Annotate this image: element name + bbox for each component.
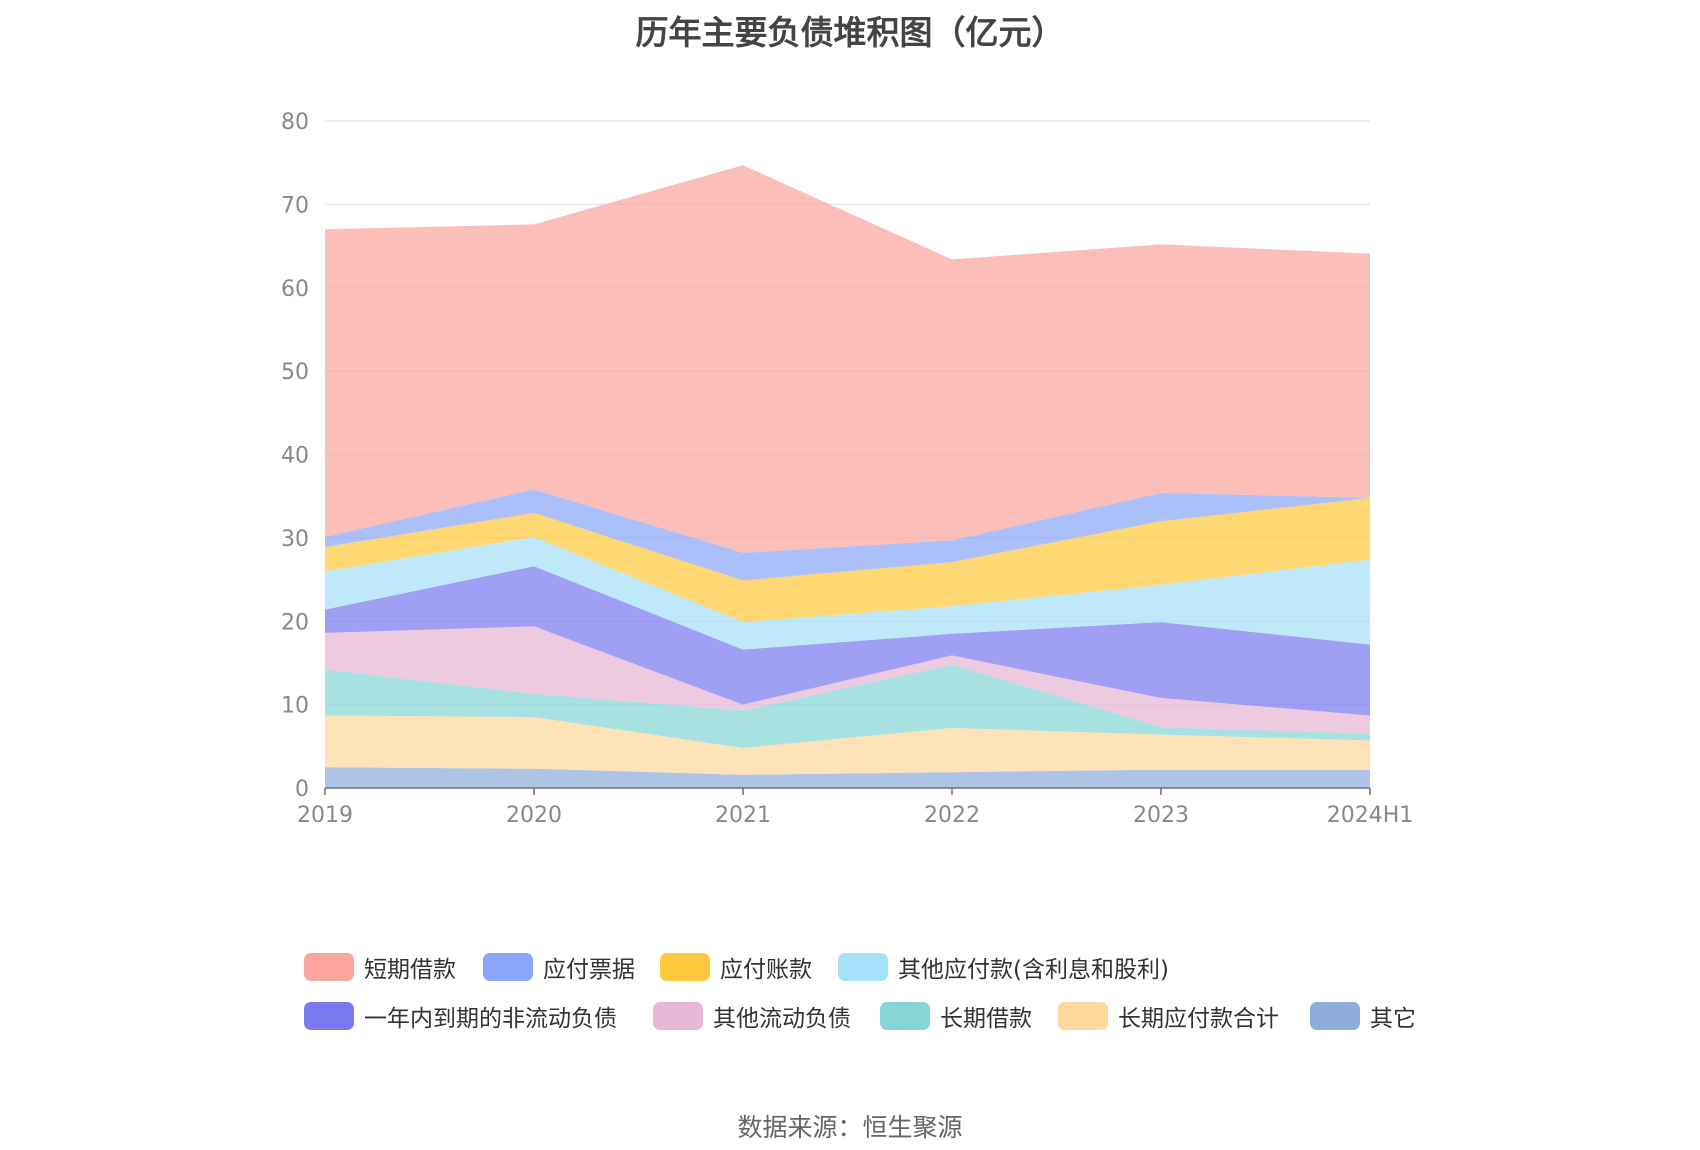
y-tick-label: 40: [281, 444, 309, 469]
legend-label: 其它: [1370, 1006, 1416, 1032]
y-tick-label: 10: [281, 694, 309, 719]
y-tick-label: 20: [281, 610, 309, 635]
stacked-area-chart: 0 10 20 30 40 50 60 70 80 2019 2020 2021 2022 2023 202…: [281, 110, 1413, 828]
area-series-其他流动负债: [325, 626, 1370, 734]
legend-item[interactable]: 应付账款: [660, 950, 812, 984]
area-series-一年内到期的非流动负债: [325, 566, 1370, 716]
y-tick-label: 80: [281, 110, 309, 135]
area-series-应付票据: [325, 489, 1370, 581]
legend-item[interactable]: 长期借款: [880, 999, 1032, 1033]
y-tick-label: 60: [281, 277, 309, 302]
x-tick-label: 2021: [715, 803, 771, 828]
legend-swatch: [483, 953, 533, 981]
legend-item[interactable]: 其他应付款(含利息和股利): [838, 950, 1169, 984]
y-tick-label: 30: [281, 527, 309, 552]
legend-label: 长期借款: [940, 1006, 1032, 1032]
x-tick-label: 2023: [1133, 803, 1189, 828]
y-tick-label: 70: [281, 193, 309, 218]
chart-title: 历年主要负债堆积图（亿元）: [635, 13, 1065, 52]
legend-swatch: [304, 1002, 354, 1030]
y-tick-label: 0: [295, 777, 309, 802]
x-tick-label: 2020: [506, 803, 562, 828]
legend-swatch: [653, 1002, 703, 1030]
legend-label: 应付票据: [543, 957, 635, 983]
source-note: 数据来源：恒生聚源: [737, 1113, 963, 1142]
area-series-应付账款: [325, 497, 1370, 623]
area-series-其他应付款(含利息和股利): [325, 537, 1370, 650]
axes: 0 10 20 30 40 50 60 70 80 2019 2020 2021 2022 2023 202…: [281, 110, 1413, 828]
legend-swatch: [1058, 1002, 1108, 1030]
x-tick-label: 2024H1: [1327, 803, 1414, 828]
legend-label: 短期借款: [364, 957, 456, 983]
legend-item[interactable]: 一年内到期的非流动负债: [304, 999, 617, 1033]
area-series-长期应付款合计: [325, 715, 1370, 775]
x-tick-label: 2022: [924, 803, 980, 828]
y-tick-label: 50: [281, 360, 309, 385]
legend-swatch: [660, 953, 710, 981]
legend-swatch: [304, 953, 354, 981]
area-series-其它: [325, 767, 1370, 788]
legend-label: 其他流动负债: [713, 1006, 851, 1032]
area-series-长期借款: [325, 664, 1370, 748]
legend-item[interactable]: 长期应付款合计: [1058, 999, 1279, 1033]
area-series-短期借款: [325, 165, 1370, 553]
area-series-layer: [325, 165, 1370, 788]
legend-label: 长期应付款合计: [1118, 1006, 1279, 1032]
legend-item[interactable]: 其他流动负债: [653, 999, 851, 1033]
legend-item[interactable]: 短期借款: [304, 950, 456, 984]
legend-label: 其他应付款(含利息和股利): [898, 957, 1169, 983]
legend-swatch: [880, 1002, 930, 1030]
x-tick-label: 2019: [297, 803, 353, 828]
legend-label: 应付账款: [720, 957, 812, 983]
legend-swatch: [838, 953, 888, 981]
legend-label: 一年内到期的非流动负债: [364, 1006, 617, 1032]
legend-item[interactable]: 其它: [1310, 999, 1416, 1033]
legend-item[interactable]: 应付票据: [483, 950, 635, 984]
legend-swatch: [1310, 1002, 1360, 1030]
